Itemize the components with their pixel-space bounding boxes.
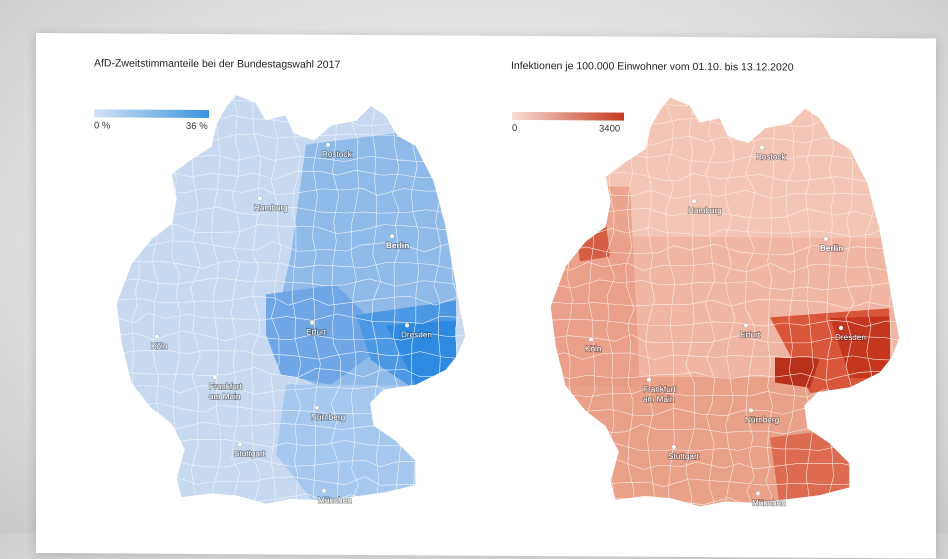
city-dot-koeln-right — [588, 336, 594, 342]
city-dot-erfurt-right — [743, 322, 749, 328]
ruhr-hotspot-right — [575, 214, 610, 262]
thuringia-region-left — [266, 284, 371, 385]
city-dot-rostock-right — [759, 144, 765, 150]
city-dot-stuttgart-left — [237, 441, 243, 447]
city-label-frankfurt-line2-left: am Main — [209, 392, 241, 401]
city-label-nuernberg-left: Nürnberg — [311, 413, 346, 422]
city-label-muenchen-right: München — [752, 498, 786, 507]
city-dot-muenchen-left — [321, 488, 327, 494]
city-label-stuttgart-left: Stuttgart — [234, 449, 266, 458]
city-dot-muenchen-right — [755, 490, 761, 496]
city-label-frankfurt-line2-right: am Main — [643, 395, 675, 404]
city-label-frankfurt-left: Frankfurt — [209, 382, 242, 391]
city-dot-rostock-left — [325, 142, 331, 148]
district-grid-left — [116, 93, 466, 506]
city-label-berlin-left: Berlin — [386, 241, 409, 250]
left-map-title: AfD-Zweitstimmanteile bei der Bundestags… — [94, 57, 341, 71]
left-legend-min: 0 % — [94, 120, 111, 132]
city-label-berlin-right: Berlin — [820, 244, 843, 253]
city-label-hamburg-left: Hamburg — [254, 203, 288, 212]
city-dot-frankfurt-left — [212, 374, 218, 380]
city-label-frankfurt-right: Frankfurt — [643, 385, 676, 394]
city-dot-erfurt-left — [309, 320, 315, 326]
city-dot-hamburg-right — [691, 198, 697, 204]
city-dot-dresden-left — [404, 322, 410, 328]
cities-left: Rostock Hamburg Berlin Erfurt Dresden Köln Fra… — [150, 142, 433, 506]
city-label-dresden-left: Dresden — [401, 330, 432, 339]
city-label-erfurt-right: Erfurt — [740, 330, 761, 339]
city-dot-dresden-right — [838, 325, 844, 331]
city-label-koeln-right: Köln — [585, 344, 602, 353]
infection-rate-map: Rostock Hamburg Berlin Erfurt Dresden Köln Fra… — [549, 96, 901, 508]
southeast-bavaria-right — [770, 427, 850, 508]
city-label-koeln-left: Köln — [151, 342, 168, 351]
city-dot-nuernberg-left — [314, 405, 320, 411]
district-borders — [116, 93, 466, 506]
city-dot-nuernberg-right — [748, 407, 754, 413]
dresden-hotspot-right — [830, 316, 890, 379]
germany-border-right — [549, 96, 901, 508]
city-label-rostock-right: Rostock — [756, 152, 786, 161]
district-grid-right — [550, 96, 900, 509]
city-dot-koeln-left — [154, 334, 160, 340]
city-label-nuernberg-right: Nürnberg — [745, 415, 780, 424]
city-label-rostock-left: Rostock — [322, 150, 352, 159]
city-dot-hamburg-left — [257, 195, 263, 201]
afd-vote-share-map: Rostock Hamburg Berlin Erfurt Dresden Köln Fra… — [115, 93, 467, 506]
city-dot-berlin-right — [823, 236, 829, 242]
city-label-muenchen-left: München — [318, 496, 352, 505]
city-dot-berlin-left — [389, 233, 395, 239]
city-dot-frankfurt-right — [646, 377, 652, 383]
city-dot-stuttgart-right — [671, 444, 677, 450]
cities-right: Rostock Hamburg Berlin Erfurt Dresden Köln Fra… — [584, 144, 867, 508]
right-map-title: Infektionen je 100.000 Einwohner vom 01.… — [511, 59, 794, 74]
district-borders — [550, 96, 900, 509]
city-label-erfurt-left: Erfurt — [306, 328, 327, 337]
city-label-stuttgart-right: Stuttgart — [668, 452, 700, 461]
germany-border-left — [115, 93, 467, 506]
right-legend-min: 0 — [512, 122, 518, 134]
city-label-dresden-right: Dresden — [835, 333, 866, 342]
infographic-card: AfD-Zweitstimmanteile bei der Bundestags… — [36, 33, 936, 559]
city-label-hamburg-right: Hamburg — [688, 206, 722, 215]
